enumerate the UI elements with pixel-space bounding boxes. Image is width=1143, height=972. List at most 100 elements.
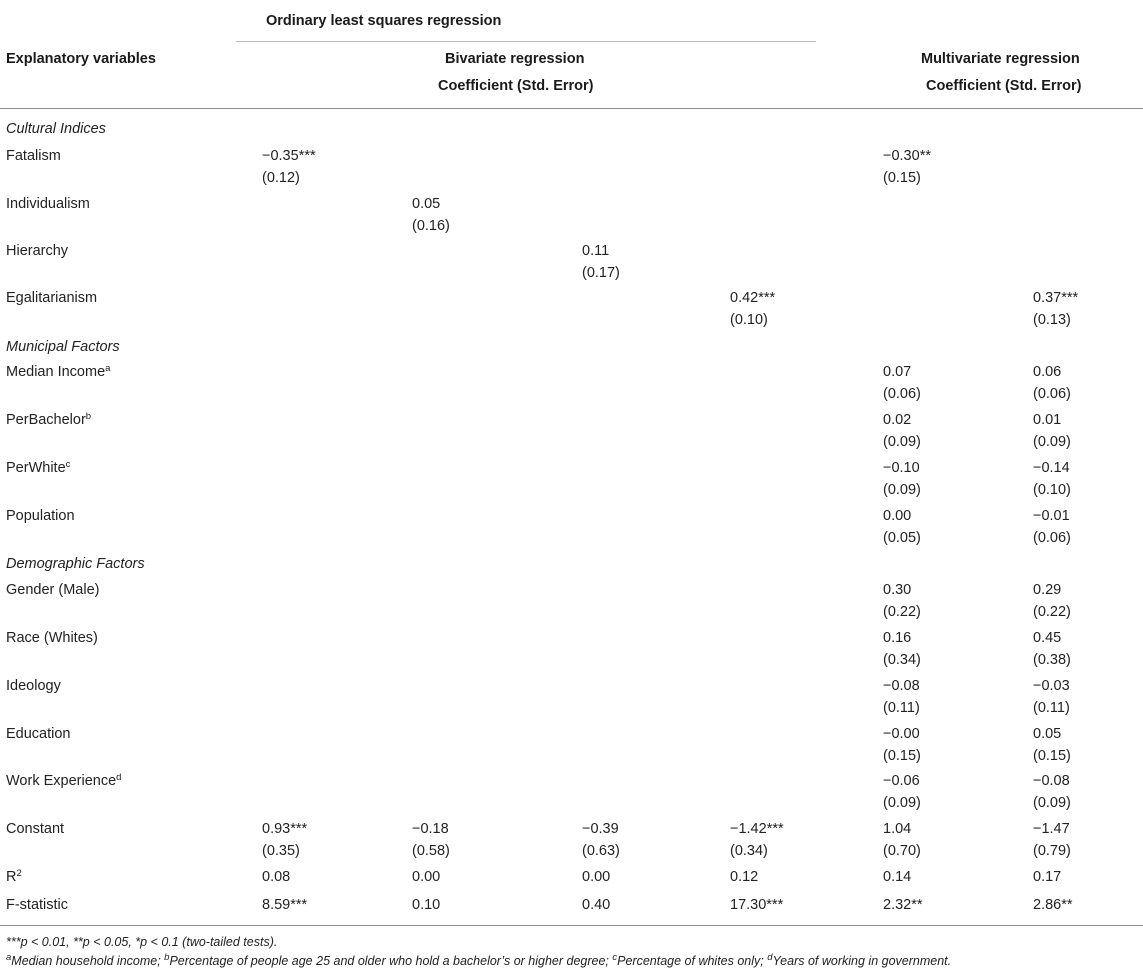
coefficient-cell: −0.06 bbox=[883, 773, 920, 789]
std-error-cell: (0.09) bbox=[883, 482, 921, 498]
coefficient-cell: 0.02 bbox=[883, 412, 912, 428]
coefficient-cell: 0.00 bbox=[412, 869, 441, 885]
std-error-cell: (0.06) bbox=[1033, 530, 1071, 546]
std-error-cell: (0.58) bbox=[412, 843, 450, 859]
coefficient-cell: −0.39 bbox=[582, 821, 619, 837]
std-error-cell: (0.17) bbox=[582, 265, 620, 281]
ols-header-rule bbox=[236, 41, 816, 42]
coefficient-cell: −0.08 bbox=[883, 678, 920, 694]
coefficient-cell: 0.06 bbox=[1033, 364, 1062, 380]
coefficient-cell: 0.07 bbox=[883, 364, 912, 380]
std-error-cell: (0.10) bbox=[1033, 482, 1071, 498]
row-label: Egalitarianism bbox=[6, 290, 98, 306]
row-label: Fatalism bbox=[6, 148, 61, 164]
coefficient-cell: 0.29 bbox=[1033, 582, 1062, 598]
coefficient-cell: 0.17 bbox=[1033, 869, 1062, 885]
std-error-cell: (0.22) bbox=[1033, 604, 1071, 620]
coefficient-cell: −0.08 bbox=[1033, 773, 1070, 789]
coefficient-cell: 0.05 bbox=[412, 196, 441, 212]
coefficient-cell: 0.12 bbox=[730, 869, 759, 885]
std-error-cell: (0.63) bbox=[582, 843, 620, 859]
coefficient-cell: 0.14 bbox=[883, 869, 912, 885]
coefficient-cell: 0.00 bbox=[883, 508, 912, 524]
multivariate-header: Multivariate regression bbox=[921, 51, 1080, 67]
coefficient-cell: 0.45 bbox=[1033, 630, 1062, 646]
row-label: F-statistic bbox=[6, 897, 69, 913]
section-cultural-indices: Cultural Indices bbox=[6, 121, 106, 137]
coefficient-cell: 0.01 bbox=[1033, 412, 1062, 428]
coefficient-cell: −0.14 bbox=[1033, 460, 1070, 476]
coefficient-cell: 0.05 bbox=[1033, 726, 1062, 742]
std-error-cell: (0.10) bbox=[730, 312, 768, 328]
coefficient-cell: 0.42*** bbox=[730, 290, 776, 306]
coefficient-cell: −0.30** bbox=[883, 148, 931, 164]
row-label: Population bbox=[6, 508, 75, 524]
std-error-cell: (0.09) bbox=[1033, 795, 1071, 811]
std-error-cell: (0.06) bbox=[883, 386, 921, 402]
std-error-cell: (0.15) bbox=[883, 170, 921, 186]
std-error-cell: (0.34) bbox=[883, 652, 921, 668]
coefficient-cell: 2.32** bbox=[883, 897, 923, 913]
std-error-cell: (0.38) bbox=[1033, 652, 1071, 668]
significance-note: ***p < 0.01, **p < 0.05, *p < 0.1 (two-t… bbox=[6, 935, 278, 949]
bivariate-coef-header: Coefficient (Std. Error) bbox=[438, 78, 594, 94]
header-bottom-rule bbox=[0, 108, 1143, 109]
row-label: Individualism bbox=[6, 196, 90, 212]
std-error-cell: (0.35) bbox=[262, 843, 300, 859]
coefficient-cell: 0.37*** bbox=[1033, 290, 1079, 306]
std-error-cell: (0.13) bbox=[1033, 312, 1071, 328]
std-error-cell: (0.05) bbox=[883, 530, 921, 546]
std-error-cell: (0.22) bbox=[883, 604, 921, 620]
std-error-cell: (0.34) bbox=[730, 843, 768, 859]
row-label: Median Incomea bbox=[6, 363, 111, 380]
std-error-cell: (0.11) bbox=[1033, 700, 1070, 716]
section-municipal-factors: Municipal Factors bbox=[6, 339, 120, 355]
section-demographic-factors: Demographic Factors bbox=[6, 556, 145, 572]
std-error-cell: (0.79) bbox=[1033, 843, 1071, 859]
std-error-cell: (0.15) bbox=[883, 748, 921, 764]
coefficient-cell: −0.35*** bbox=[262, 148, 316, 164]
std-error-cell: (0.06) bbox=[1033, 386, 1071, 402]
coefficient-cell: −0.10 bbox=[883, 460, 920, 476]
coefficient-cell: −0.18 bbox=[412, 821, 449, 837]
coefficient-cell: −0.03 bbox=[1033, 678, 1070, 694]
row-label: PerBachelorb bbox=[6, 411, 92, 428]
row-label: Gender (Male) bbox=[6, 582, 100, 598]
coefficient-cell: −1.47 bbox=[1033, 821, 1070, 837]
row-label: PerWhitec bbox=[6, 459, 71, 476]
coefficient-cell: −0.00 bbox=[883, 726, 920, 742]
coefficient-cell: 0.10 bbox=[412, 897, 441, 913]
row-label: Constant bbox=[6, 821, 65, 837]
row-label: Hierarchy bbox=[6, 243, 69, 259]
coefficient-cell: 0.93*** bbox=[262, 821, 308, 837]
bivariate-header: Bivariate regression bbox=[445, 51, 585, 67]
std-error-cell: (0.11) bbox=[883, 700, 920, 716]
coefficient-cell: 0.08 bbox=[262, 869, 291, 885]
coefficient-cell: 0.16 bbox=[883, 630, 912, 646]
variable-definitions-note: aMedian household income; bPercentage of… bbox=[6, 952, 952, 968]
std-error-cell: (0.15) bbox=[1033, 748, 1071, 764]
row-label: Ideology bbox=[6, 678, 61, 694]
coefficient-cell: 2.86** bbox=[1033, 897, 1073, 913]
row-label: R2 bbox=[6, 868, 22, 885]
coefficient-cell: 0.30 bbox=[883, 582, 912, 598]
table-bottom-rule bbox=[0, 925, 1143, 926]
coefficient-cell: 17.30*** bbox=[730, 897, 784, 913]
row-label: Race (Whites) bbox=[6, 630, 98, 646]
coefficient-cell: −1.42*** bbox=[730, 821, 784, 837]
coefficient-cell: 1.04 bbox=[883, 821, 912, 837]
multivariate-coef-header: Coefficient (Std. Error) bbox=[926, 78, 1082, 94]
coefficient-cell: 8.59*** bbox=[262, 897, 308, 913]
std-error-cell: (0.09) bbox=[1033, 434, 1071, 450]
std-error-cell: (0.09) bbox=[883, 795, 921, 811]
coefficient-cell: 0.40 bbox=[582, 897, 611, 913]
row-label: Work Experienced bbox=[6, 772, 122, 789]
row-label: Education bbox=[6, 726, 71, 742]
std-error-cell: (0.16) bbox=[412, 218, 450, 234]
coefficient-cell: 0.00 bbox=[582, 869, 611, 885]
std-error-cell: (0.09) bbox=[883, 434, 921, 450]
coefficient-cell: −0.01 bbox=[1033, 508, 1070, 524]
coefficient-cell: 0.11 bbox=[582, 243, 610, 259]
ols-header: Ordinary least squares regression bbox=[266, 13, 502, 29]
std-error-cell: (0.70) bbox=[883, 843, 921, 859]
